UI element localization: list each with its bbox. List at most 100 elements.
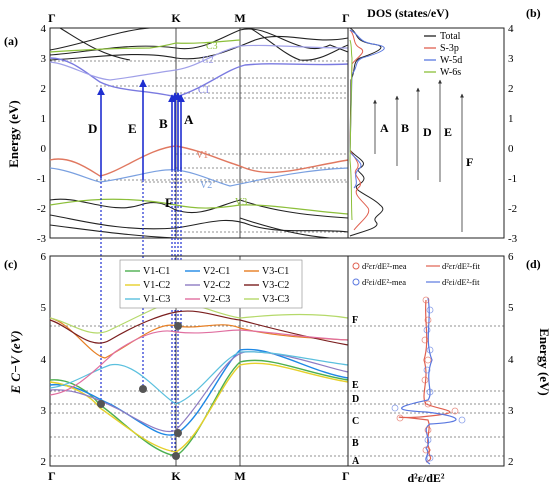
ecv-legend: V1-C1 V2-C1 V3-C1 V1-C2 V2-C2 V3-C2 V1-C… bbox=[119, 259, 303, 309]
dos-ytick: -2 bbox=[508, 203, 517, 215]
transition-label-a: A bbox=[184, 112, 194, 127]
kpoint-gamma-bottom-end: Γ bbox=[342, 469, 350, 483]
dos-transition-e: E bbox=[444, 125, 452, 139]
band-v2 bbox=[49, 167, 349, 187]
critical-points bbox=[97, 322, 182, 460]
dos-w5d bbox=[349, 29, 385, 189]
legend-v2c2: V2-C2 bbox=[203, 280, 230, 291]
transition-label-e: E bbox=[128, 121, 137, 136]
label-c1: C1 bbox=[198, 85, 210, 96]
band-ytick: 2 bbox=[41, 83, 47, 95]
band-ytick: 4 bbox=[41, 23, 47, 35]
ecv-ytick: 4 bbox=[41, 354, 47, 366]
ecv-v2-c2 bbox=[49, 351, 349, 433]
transition-label-b: B bbox=[159, 116, 168, 131]
dos-ytick: 3 bbox=[508, 53, 514, 65]
panel-label-c: (c) bbox=[4, 257, 17, 271]
deriv-xlabel: d²ε/dE² bbox=[407, 471, 444, 485]
kpoint-k-bottom: K bbox=[171, 469, 181, 483]
ecv-ytick: 5 bbox=[41, 302, 47, 314]
band-ytick: -2 bbox=[37, 203, 46, 215]
cp-label-d: D bbox=[352, 394, 359, 405]
dos-s3p bbox=[349, 29, 370, 231]
legend-v3c3: V3-C3 bbox=[262, 294, 289, 305]
dos-ytick: 0 bbox=[508, 143, 514, 155]
legend-v2c1: V2-C1 bbox=[203, 266, 230, 277]
ecv-ytick: 3 bbox=[41, 405, 47, 417]
dos-panel: DOS (states/eV) (b) Total S-3p W-5d W-6s… bbox=[347, 6, 541, 245]
panel-label-b: (b) bbox=[526, 6, 541, 20]
ecv-v2-c1 bbox=[49, 348, 349, 436]
legend-v3c2: V3-C2 bbox=[262, 280, 289, 291]
deriv-ytick: 2 bbox=[508, 456, 514, 468]
ecv-v1-c2 bbox=[49, 362, 349, 453]
band-ytick: 0 bbox=[41, 143, 47, 155]
panel-label-a: (a) bbox=[4, 34, 18, 48]
deriv-er-fit bbox=[398, 299, 451, 463]
kpoint-m-top: M bbox=[234, 11, 245, 25]
dos-ytick: -3 bbox=[508, 233, 518, 245]
ecv-ylabel: E C−V (eV) bbox=[8, 330, 23, 394]
band-ytick: 3 bbox=[41, 53, 47, 65]
band-ytick: -3 bbox=[37, 233, 47, 245]
ecv-ytick: 6 bbox=[41, 251, 47, 263]
legend-total: Total bbox=[440, 31, 461, 42]
dos-transition-b: B bbox=[401, 121, 409, 135]
legend-er-mea: d²εr/dE²-mea bbox=[362, 261, 407, 271]
band-c3 bbox=[49, 39, 241, 53]
cp-label-e: E bbox=[352, 380, 359, 391]
derivative-panel: d²εr/dE²-mea d²εr/dE²-fit d²εi/dE²-mea d… bbox=[347, 251, 550, 485]
label-v3: V3 bbox=[235, 197, 247, 208]
legend-w6s: W-6s bbox=[440, 67, 461, 78]
ecv-v1-c1 bbox=[49, 359, 349, 457]
label-v1: V1 bbox=[196, 150, 208, 161]
dos-legend: Total S-3p W-5d W-6s bbox=[424, 31, 462, 78]
ecv-panel: V1-C1 V2-C1 V3-C1 V1-C2 V2-C2 V3-C2 V1-C… bbox=[4, 251, 504, 483]
legend-v2c3: V2-C3 bbox=[203, 294, 230, 305]
dos-ytick: 4 bbox=[508, 23, 514, 35]
transition-label-d: D bbox=[88, 121, 97, 136]
kpoint-gamma-top: Γ bbox=[48, 11, 56, 25]
legend-ei-mea: d²εi/dE²-mea bbox=[362, 277, 406, 287]
legend-w5d: W-5d bbox=[440, 55, 462, 66]
ecv-v2-c3 bbox=[49, 329, 349, 396]
transition-label-f: F bbox=[165, 195, 173, 210]
deriv-ytick: 5 bbox=[508, 302, 514, 314]
dos-transition-a: A bbox=[380, 121, 389, 135]
ecv-v3-c2 bbox=[49, 310, 349, 346]
dos-total bbox=[349, 27, 384, 237]
label-v2: V2 bbox=[200, 180, 212, 191]
band-ylabel: Energy (eV) bbox=[6, 100, 21, 168]
cp-label-c: C bbox=[352, 416, 359, 427]
dos-w6s bbox=[349, 39, 353, 221]
legend-v1c3: V1-C3 bbox=[143, 294, 170, 305]
legend-ei-fit: d²εi/dE²-fit bbox=[442, 277, 480, 287]
dos-ytick: -1 bbox=[508, 173, 517, 185]
kpoint-gamma-bottom: Γ bbox=[48, 469, 56, 483]
legend-er-fit: d²εr/dE²-fit bbox=[442, 261, 481, 271]
transition-arrows bbox=[97, 79, 185, 180]
band-ytick: -1 bbox=[37, 173, 46, 185]
kpoint-m-bottom: M bbox=[234, 469, 245, 483]
deriv-ytick: 6 bbox=[508, 251, 514, 263]
deriv-ytick: 3 bbox=[508, 405, 514, 417]
dos-ytick: 1 bbox=[508, 113, 514, 125]
legend-v3c1: V3-C1 bbox=[262, 266, 289, 277]
ecv-ytick: 2 bbox=[41, 456, 47, 468]
cp-label-b: B bbox=[352, 438, 359, 449]
deriv-ytick: 4 bbox=[508, 354, 514, 366]
band-structure-panel: D E B A F C3 C2 C1 V1 V2 V3 Energy (eV) … bbox=[4, 11, 350, 245]
label-c3: C3 bbox=[206, 41, 218, 52]
band-v3 bbox=[49, 198, 349, 215]
panel-label-d: (d) bbox=[526, 257, 541, 271]
legend-v1c1: V1-C1 bbox=[143, 266, 170, 277]
band-c2 bbox=[49, 44, 349, 81]
dos-transition-d: D bbox=[423, 125, 432, 139]
ecv-v3-c1 bbox=[49, 317, 349, 359]
label-c2: C2 bbox=[202, 55, 214, 66]
dos-title: DOS (states/eV) bbox=[367, 6, 449, 20]
cp-label-a: A bbox=[352, 456, 360, 467]
ecv-v1-c3 bbox=[49, 351, 349, 405]
band-ytick: 1 bbox=[41, 113, 47, 125]
